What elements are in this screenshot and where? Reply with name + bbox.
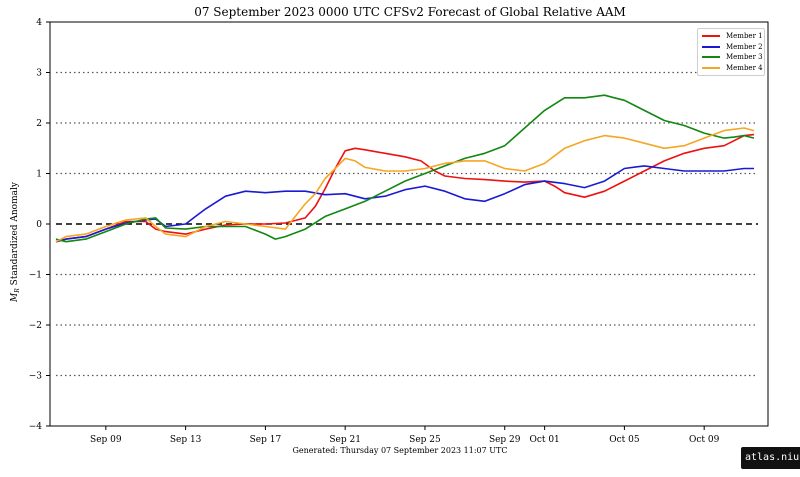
y-tick-label: 4 xyxy=(36,18,42,28)
x-tick-label: Sep 25 xyxy=(409,435,441,445)
y-axis-label: MR Standardized Anomaly xyxy=(10,181,21,303)
plot-area: −4 −3 −2 −1 0 1 2 3 4 Sep 09 Sep 13 Sep 17 Sep 21 Sep… xyxy=(29,18,769,445)
x-tick-label: Sep 17 xyxy=(250,435,282,445)
legend-label: Member 3 xyxy=(726,53,763,62)
legend-label: Member 4 xyxy=(726,63,763,72)
x-tick-label: Sep 21 xyxy=(329,435,361,445)
legend-swatch xyxy=(702,56,720,59)
y-tick-label: −4 xyxy=(29,422,43,432)
y-tick-label: 3 xyxy=(36,69,42,79)
series-line-member-4 xyxy=(55,127,755,243)
x-tick-label: Sep 09 xyxy=(90,435,122,445)
y-tick-label: −2 xyxy=(29,321,42,331)
y-tick-label: 1 xyxy=(36,170,42,180)
x-tick-label: Sep 13 xyxy=(170,435,202,445)
series-line-member-1 xyxy=(55,133,755,243)
series-line-member-3 xyxy=(55,94,755,243)
legend-swatch xyxy=(702,66,720,69)
y-tick-label: 2 xyxy=(36,119,42,129)
legend-entry-member-3: Member 3 xyxy=(698,52,764,63)
atlas-watermark: atlas.niu.edu xyxy=(741,447,800,469)
y-tick-label: −3 xyxy=(29,372,43,382)
y-tick-label: −1 xyxy=(29,271,42,281)
y-tick-label: 0 xyxy=(36,220,42,230)
legend-entry-member-1: Member 1 xyxy=(698,31,764,42)
generated-timestamp: Generated: Thursday 07 September 2023 11… xyxy=(292,446,508,455)
x-tick-label: Oct 01 xyxy=(529,435,559,445)
legend-swatch xyxy=(702,45,720,48)
x-tick-label: Oct 09 xyxy=(689,435,720,445)
legend-entry-member-4: Member 4 xyxy=(698,63,764,74)
x-tick-label: Sep 29 xyxy=(489,435,521,445)
legend-label: Member 2 xyxy=(726,42,763,51)
chart-legend: Member 1 Member 2 Member 3 Member 4 xyxy=(697,28,765,76)
x-tick-label: Oct 05 xyxy=(609,435,640,445)
legend-entry-member-2: Member 2 xyxy=(698,42,764,53)
legend-label: Member 1 xyxy=(726,32,763,41)
chart-title: 07 September 2023 0000 UTC CFSv2 Forecas… xyxy=(194,5,626,19)
legend-swatch xyxy=(702,35,720,38)
